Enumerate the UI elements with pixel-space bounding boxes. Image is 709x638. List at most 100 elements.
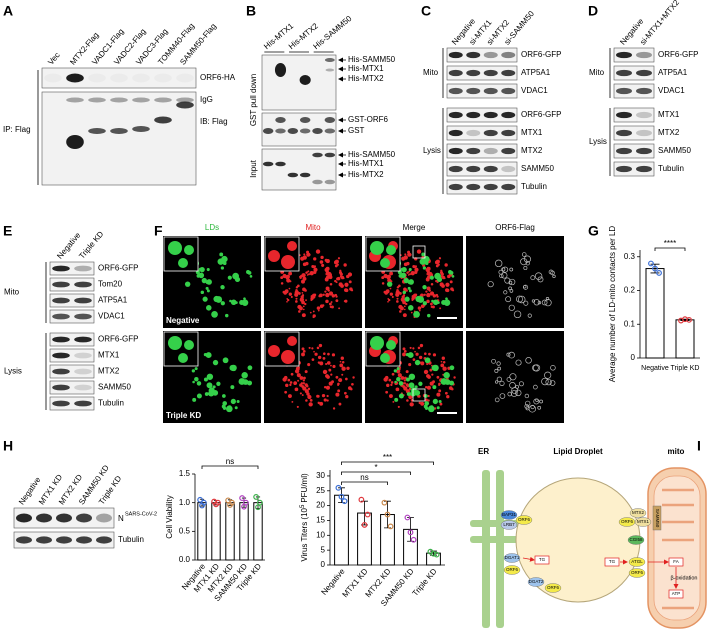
blot-band (66, 135, 84, 149)
micrograph-spot (285, 383, 289, 388)
node-label: TG (609, 559, 616, 564)
blot-band (312, 128, 323, 134)
data-point (384, 511, 391, 518)
micrograph-spot (249, 275, 253, 278)
band-label: His-MTX2 (348, 170, 384, 179)
band-label: VDAC1 (658, 86, 685, 95)
micrograph-spot (414, 385, 418, 389)
micrograph-spot (389, 271, 394, 276)
micrograph-spot (312, 314, 316, 318)
micrograph-spot (494, 397, 500, 403)
micrograph-spot (227, 275, 232, 280)
micrograph-spot (422, 266, 427, 270)
blot-band (501, 111, 516, 119)
blot-band (483, 87, 498, 95)
band-label: His-SAMM50 (348, 55, 396, 64)
bar (197, 502, 207, 561)
micrograph-spot (432, 380, 435, 384)
blot-band (483, 129, 498, 137)
micrograph-spot (398, 304, 403, 310)
blot-band (88, 97, 106, 103)
blot-band (636, 165, 652, 173)
micrograph-spot (206, 373, 214, 380)
inset-spot (370, 336, 384, 350)
micrograph-spot (335, 281, 338, 284)
micrograph-spot (426, 362, 429, 366)
micrograph-spot (312, 310, 315, 313)
band-label: VDAC1 (521, 86, 548, 95)
micrograph-spot (352, 376, 355, 379)
significance-label: ns (226, 457, 234, 466)
inset-spot (380, 353, 390, 363)
significance-label: ns (360, 473, 368, 482)
y-axis-label-superscript: 5 (300, 504, 306, 508)
micrograph-spot (310, 298, 313, 302)
micrograph-spot (503, 290, 508, 295)
micrograph-spot (289, 280, 292, 283)
micrograph-spot (402, 352, 406, 357)
micrograph-spot (404, 253, 407, 256)
blot-band (636, 111, 652, 119)
data-point (253, 494, 260, 500)
micrograph-spot (414, 390, 421, 396)
micrograph-spot (530, 275, 536, 281)
micrograph-spot (385, 390, 389, 394)
micrograph-spot (403, 382, 407, 385)
blot-band (448, 111, 463, 119)
micrograph-spot (389, 292, 393, 296)
blot-strip (613, 125, 655, 141)
micrograph-spot (340, 356, 344, 360)
micrograph-spot (313, 257, 317, 261)
micrograph-spot (426, 270, 430, 274)
micrograph-spot (345, 395, 349, 399)
micrograph-spot (319, 401, 324, 406)
protein (628, 557, 646, 567)
micrograph-spot (331, 353, 336, 357)
micrograph-spot (533, 384, 538, 390)
micrograph-spot (295, 297, 298, 300)
micrograph-spot (508, 304, 515, 311)
micrograph-spot (506, 352, 511, 357)
micrograph-spot (525, 400, 531, 407)
micrograph-spot (405, 302, 408, 306)
micrograph-spot (402, 313, 407, 318)
blot-band (501, 129, 516, 137)
micrograph-spot (308, 346, 311, 349)
micrograph-spot (232, 398, 236, 402)
micrograph-spot (342, 277, 345, 280)
data-point (686, 316, 692, 323)
blot-band (636, 87, 652, 95)
blot-band (16, 536, 32, 544)
micrograph-spot (436, 281, 439, 284)
group-label: Mito (423, 68, 439, 77)
micrograph-spot (328, 291, 334, 296)
blot-strip (613, 47, 655, 63)
micrograph-spot (396, 376, 401, 382)
micrograph-spot (523, 300, 529, 306)
lane-label: Triple KD (77, 229, 105, 260)
blot-band (448, 147, 463, 155)
micrograph-spot (329, 282, 333, 286)
data-point (239, 495, 246, 501)
band-label-superscript: SARS-CoV-2 (125, 511, 157, 517)
blot-strip (49, 364, 95, 379)
micrograph-spot (230, 385, 235, 390)
blot-band (636, 129, 652, 137)
blot-band (88, 128, 106, 134)
panel-label: A (3, 3, 13, 19)
y-tick-label: 0.1 (624, 319, 636, 328)
blot-band (52, 265, 70, 272)
inset-spot (386, 245, 396, 255)
blot-band (262, 128, 274, 134)
micrograph-spot (436, 392, 441, 397)
micrograph-spot (426, 292, 431, 298)
micrograph-spot (307, 363, 311, 367)
micrograph-spot (418, 381, 423, 386)
micrograph-spot (445, 297, 448, 300)
micrograph-spot (399, 254, 402, 257)
blot-band (324, 117, 336, 123)
y-axis-label-suffix: PFU/ml) (300, 473, 309, 503)
micrograph-spot (325, 270, 329, 274)
micrograph-spot (494, 259, 503, 268)
